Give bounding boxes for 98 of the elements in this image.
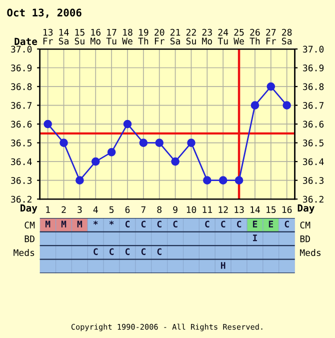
text: C bbox=[236, 220, 242, 228]
point bbox=[123, 120, 132, 128]
chart-title: Oct 13, 2006 bbox=[7, 8, 82, 18]
x2-tick-label: 21 Sa bbox=[170, 28, 180, 44]
category-label: Meds bbox=[14, 249, 34, 256]
text: * bbox=[109, 220, 114, 225]
text: H bbox=[220, 262, 226, 269]
y-tick-label: 37.0 bbox=[11, 46, 32, 53]
y-tick-label: 36.4 bbox=[11, 158, 32, 166]
x2-tick-label: 14 Sa bbox=[58, 28, 69, 44]
x-tick-label: 11 bbox=[202, 206, 212, 213]
x-tick-label: 8 bbox=[157, 206, 162, 214]
point bbox=[171, 157, 180, 166]
text: C bbox=[125, 248, 130, 256]
x-tick-label: 7 bbox=[141, 206, 146, 213]
point bbox=[203, 176, 212, 184]
y2-tick-label: 36.6 bbox=[303, 120, 324, 128]
text: C bbox=[141, 248, 146, 256]
category-label: CM bbox=[300, 222, 310, 228]
y2-tick-label: 36.5 bbox=[303, 140, 324, 146]
x2-tick-label: 19 Th bbox=[138, 28, 148, 44]
point bbox=[76, 176, 84, 184]
text: M bbox=[61, 220, 66, 228]
x-tick-label: 4 bbox=[93, 206, 98, 213]
text: C bbox=[94, 248, 98, 256]
x2-tick-label: 25 We bbox=[234, 28, 244, 44]
y2-tick-label: 37.0 bbox=[303, 46, 324, 53]
x2-axis-title: Date bbox=[14, 38, 38, 46]
y-tick-label: 36.7 bbox=[11, 102, 32, 109]
x2-tick-label: 16 Mo bbox=[90, 28, 100, 44]
text: C bbox=[141, 220, 146, 228]
point bbox=[91, 157, 100, 166]
point bbox=[187, 138, 196, 147]
x-tick-label: 10 bbox=[186, 206, 196, 214]
text: M bbox=[45, 220, 50, 228]
text: * bbox=[93, 220, 98, 225]
y-tick-label: 36.5 bbox=[11, 140, 32, 146]
text: C bbox=[284, 220, 289, 228]
x2-tick-label: 13 Fr bbox=[43, 28, 53, 44]
point bbox=[60, 138, 68, 147]
x-axis-title: Day bbox=[20, 204, 38, 214]
x2-tick-label: 17 Tu bbox=[106, 28, 116, 44]
x-tick-label: 16 bbox=[282, 206, 292, 214]
x2-tick-label: 27 Fr bbox=[266, 28, 276, 44]
x-tick-label: 9 bbox=[173, 206, 178, 214]
x2-tick-label: 24 Tu bbox=[218, 28, 228, 44]
point bbox=[234, 176, 244, 184]
x2-tick-label: 18 We bbox=[122, 28, 132, 44]
x2-tick-label: 20 Fr bbox=[154, 28, 164, 44]
text: C bbox=[205, 220, 210, 228]
category-label: BD bbox=[300, 236, 310, 242]
point bbox=[250, 101, 260, 110]
x2-tick-label: 23 Mo bbox=[202, 28, 212, 44]
x-tick-label: 15 bbox=[266, 206, 276, 214]
x-tick-label: 2 bbox=[62, 206, 66, 213]
category-label: CM bbox=[24, 222, 35, 228]
category-label: BD bbox=[24, 236, 34, 242]
x2-tick-label: 15 Su bbox=[74, 28, 84, 44]
y2-tick-label: 36.2 bbox=[303, 196, 324, 203]
text: E bbox=[252, 220, 258, 228]
y-tick-label: 36.3 bbox=[11, 177, 32, 184]
text: C bbox=[110, 248, 114, 256]
text: Day bbox=[298, 204, 314, 214]
y2-tick-label: 36.7 bbox=[303, 102, 324, 109]
x-tick-label: 14 bbox=[250, 206, 260, 213]
text: C bbox=[157, 220, 162, 228]
x2-tick-label: 22 Su bbox=[186, 28, 196, 44]
x2-tick-label: 28 Sa bbox=[282, 28, 292, 44]
x-tick-label: 13 bbox=[234, 206, 244, 214]
y2-tick-label: 36.8 bbox=[303, 83, 324, 90]
text: C bbox=[157, 248, 162, 256]
y-tick-label: 36.9 bbox=[11, 64, 32, 72]
point bbox=[266, 82, 276, 91]
point bbox=[218, 176, 228, 184]
y-tick-label: 36.2 bbox=[11, 196, 32, 203]
point bbox=[44, 120, 52, 128]
x-tick-label: 6 bbox=[125, 206, 130, 214]
category-label: Meds bbox=[300, 249, 321, 256]
x-tick-label: 1 bbox=[46, 206, 50, 213]
y-tick-label: 36.8 bbox=[11, 83, 32, 90]
text: M bbox=[77, 220, 82, 228]
point bbox=[107, 148, 116, 156]
y2-tick-label: 36.4 bbox=[303, 158, 324, 166]
y2-tick-label: 36.9 bbox=[303, 64, 324, 72]
y2-tick-label: 36.3 bbox=[303, 177, 324, 184]
x-tick-label: 12 bbox=[218, 206, 228, 213]
x2-tick-label: 26 Th bbox=[250, 28, 260, 44]
text: E bbox=[268, 220, 274, 228]
y-tick-label: 36.6 bbox=[11, 120, 32, 128]
text: C bbox=[173, 220, 178, 228]
point bbox=[155, 138, 164, 147]
point bbox=[282, 101, 291, 110]
text: C bbox=[125, 220, 130, 228]
point bbox=[139, 138, 148, 147]
text: C bbox=[221, 220, 226, 228]
x-tick-label: 3 bbox=[78, 206, 82, 214]
x-tick-label: 5 bbox=[109, 206, 114, 214]
text: I bbox=[253, 234, 257, 242]
